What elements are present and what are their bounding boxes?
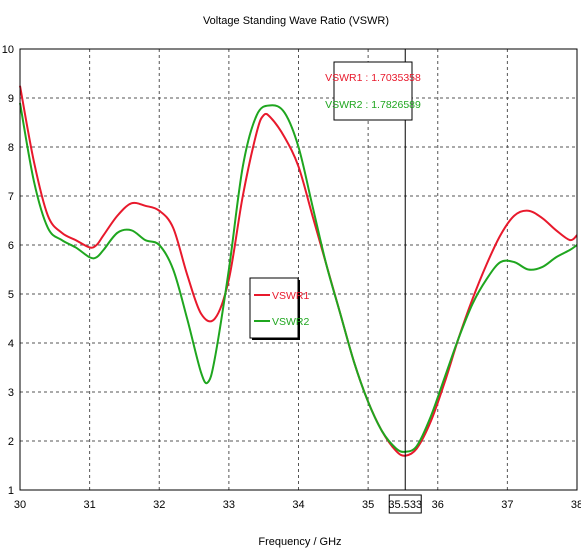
series-line-vswr1 [19, 85, 578, 457]
y-tick-label: 2 [8, 436, 14, 448]
y-tick-label: 9 [8, 93, 14, 105]
marker: 35.533 VSWR1 : 1.7035358 VSWR2 : 1.7826589 [325, 49, 422, 514]
y-tick-label: 8 [8, 142, 14, 154]
plot-frame [19, 48, 578, 491]
chart-title: Voltage Standing Wave Ratio (VSWR) [203, 15, 389, 27]
x-tick-label: 30 [14, 499, 26, 511]
legend-label-vswr2: VSWR2 [272, 316, 310, 328]
series-lines [19, 85, 578, 457]
y-tick-label: 5 [8, 289, 14, 301]
marker-x-box [388, 494, 422, 514]
y-tick-label: 7 [8, 191, 14, 203]
y-tick-label: 4 [8, 338, 14, 350]
y-tick-label: 1 [8, 485, 14, 497]
x-axis-label: Frequency / GHz [258, 536, 341, 548]
x-tick-label: 33 [223, 499, 235, 511]
y-tick-label: 3 [8, 387, 14, 399]
x-tick-label: 34 [292, 499, 304, 511]
x-tick-label: 38 [571, 499, 581, 511]
legend-label-vswr1: VSWR1 [272, 290, 310, 302]
x-tick-label: 31 [84, 499, 96, 511]
x-tick-label: 36 [432, 499, 444, 511]
x-tick-label: 37 [501, 499, 513, 511]
y-tick-label: 10 [2, 44, 14, 56]
x-tick-label: 32 [153, 499, 165, 511]
series-line-vswr2 [19, 102, 578, 453]
legend: VSWR1 VSWR2 [249, 277, 310, 340]
legend-box [249, 277, 299, 339]
marker-readout-vswr2: VSWR2 : 1.7826589 [325, 99, 421, 111]
y-tick-label: 6 [8, 240, 14, 252]
x-tick-label: 35 [362, 499, 374, 511]
marker-readout-box [333, 61, 413, 121]
marker-x-label: 35.533 [388, 499, 422, 511]
marker-readout-vswr1: VSWR1 : 1.7035358 [325, 72, 421, 84]
